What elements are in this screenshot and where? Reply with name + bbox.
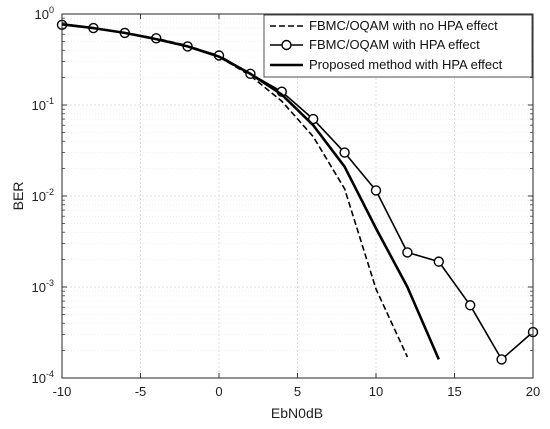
x-tick-label: -10 bbox=[53, 384, 72, 399]
x-tick-label: 15 bbox=[447, 384, 461, 399]
x-tick-label: 0 bbox=[215, 384, 222, 399]
series-layer bbox=[56, 19, 539, 365]
x-axis-title: EbN0dB bbox=[271, 405, 323, 421]
data-point-1 bbox=[465, 300, 476, 311]
y-tick-label: 10-3 bbox=[32, 278, 54, 295]
y-axis-title: BER bbox=[10, 182, 26, 211]
data-point-1 bbox=[339, 147, 350, 158]
y-tick-label: 100 bbox=[35, 5, 54, 22]
data-point-1 bbox=[402, 247, 413, 258]
x-tick-label: 20 bbox=[526, 384, 540, 399]
x-tick-label: -5 bbox=[135, 384, 147, 399]
y-tick-labels: 100 10-1 10-2 10-3 10-4 bbox=[32, 5, 54, 386]
legend-label-hpa: FBMC/OQAM with HPA effect bbox=[309, 37, 480, 52]
legend-marker-hpa bbox=[281, 39, 292, 51]
x-tick-label: 5 bbox=[294, 384, 301, 399]
y-tick-label: 10-4 bbox=[32, 369, 54, 386]
y-tick-label: 10-2 bbox=[32, 187, 54, 204]
legend-label-no-hpa: FBMC/OQAM with no HPA effect bbox=[309, 18, 498, 33]
x-tick-label: 10 bbox=[369, 384, 383, 399]
x-tick-labels: -10 -5 0 5 10 15 20 bbox=[53, 384, 541, 399]
legend-box bbox=[263, 14, 533, 78]
legend-label-proposed: Proposed method with HPA effect bbox=[309, 57, 503, 72]
data-point-1 bbox=[370, 185, 382, 196]
series-line-2 bbox=[61, 23, 440, 360]
data-point-1 bbox=[496, 354, 507, 365]
y-tick-label: 10-1 bbox=[32, 96, 54, 113]
data-point-1 bbox=[433, 256, 444, 267]
legend: FBMC/OQAM with no HPA effect FBMC/OQAM w… bbox=[263, 14, 533, 78]
